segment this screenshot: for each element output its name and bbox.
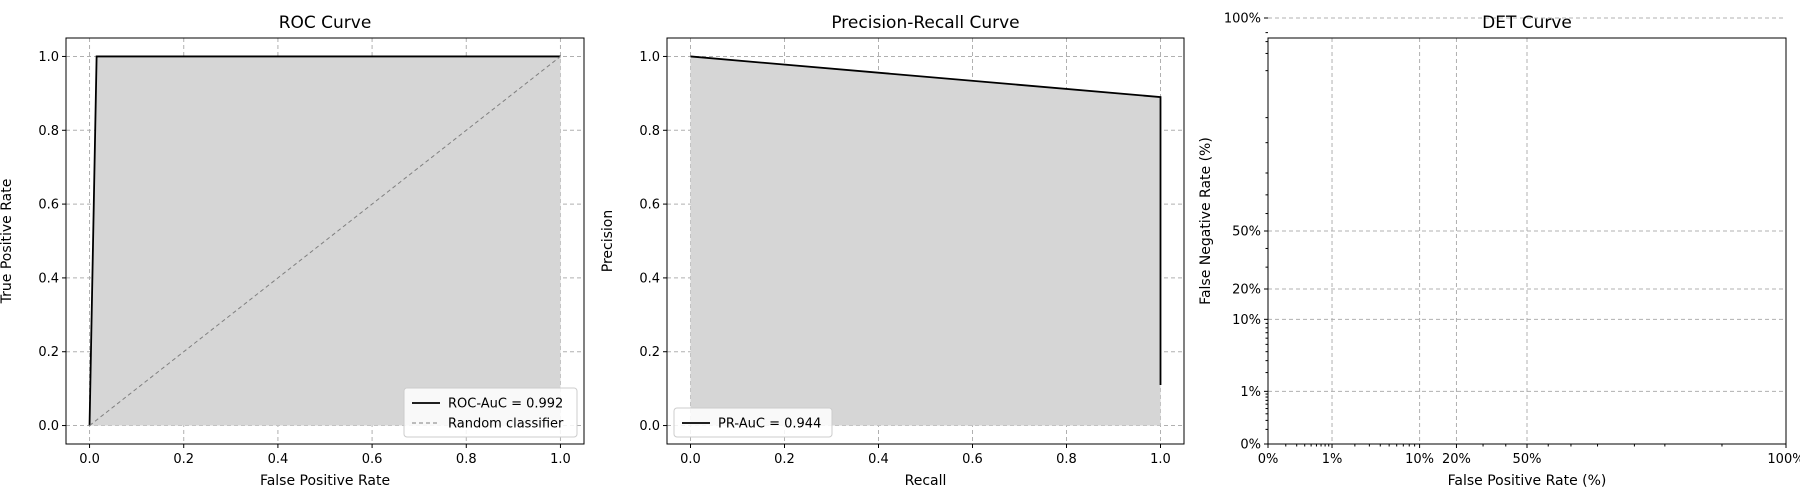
y-tick-label: 10% <box>1232 313 1261 328</box>
x-axis-label: Recall <box>905 473 947 489</box>
legend-label: PR-AuC = 0.944 <box>718 417 821 432</box>
y-tick-label: 0.8 <box>38 124 59 139</box>
x-tick-label: 0.2 <box>173 452 194 467</box>
x-tick-label: 10% <box>1405 452 1434 467</box>
x-tick-label: 0.8 <box>456 452 477 467</box>
x-axis-label: False Positive Rate <box>260 473 390 489</box>
curve-line <box>88 55 561 426</box>
chart-title: DET Curve <box>1482 13 1572 33</box>
y-tick-label: 0.0 <box>639 419 660 434</box>
chart-title: ROC Curve <box>279 13 372 33</box>
x-tick-label: 0.4 <box>268 452 289 467</box>
y-tick-label: 50% <box>1232 224 1261 239</box>
y-tick-label: 0% <box>1240 438 1261 453</box>
legend: ROC-AuC = 0.992 Random classifier <box>403 387 578 438</box>
plot-frame <box>65 37 585 445</box>
y-tick-label: 0.2 <box>639 345 660 360</box>
legend-box <box>403 387 578 438</box>
y-tick-label: 0.8 <box>639 124 660 139</box>
x-tick-label: 0.6 <box>362 452 383 467</box>
plot-frame <box>666 37 1185 445</box>
y-tick-label: 1.0 <box>38 50 59 65</box>
y-axis-label: True Positive Rate <box>0 179 15 305</box>
det-curve-panel: 0% 1% 10% 20% 50% 100% 0% 1% 10% 20% 50% 100% DET Cu… <box>1198 11 1800 489</box>
y-tick-label: 1.0 <box>639 50 660 65</box>
legend-box <box>673 407 833 438</box>
y-tick-label: 0.6 <box>38 198 59 213</box>
x-tick-label: 0.8 <box>1056 452 1077 467</box>
x-tick-label: 1.0 <box>1150 452 1171 467</box>
x-axis-label: False Positive Rate (%) <box>1448 473 1607 489</box>
y-axis-label: Precision <box>600 210 616 272</box>
y-tick-label: 0.4 <box>639 271 660 286</box>
x-tick-label: 1.0 <box>550 452 571 467</box>
y-tick-label: 100% <box>1224 11 1261 26</box>
x-tick-label: 50% <box>1513 452 1542 467</box>
y-tick-label: 0.6 <box>639 198 660 213</box>
x-tick-label: 100% <box>1767 452 1800 467</box>
x-tick-label: 0% <box>1258 452 1279 467</box>
legend: PR-AuC = 0.944 <box>673 407 833 438</box>
x-tick-label: 0.4 <box>868 452 889 467</box>
x-tick-label: 0.0 <box>680 452 701 467</box>
y-tick-label: 0.0 <box>38 419 59 434</box>
y-axis-label: False Negative Rate (%) <box>1198 137 1214 305</box>
x-tick-label: 1% <box>1322 452 1343 467</box>
x-tick-label: 0.0 <box>79 452 100 467</box>
legend-label: Random classifier <box>448 417 564 432</box>
precision-recall-curve-panel: 0.0 0.2 0.4 0.6 0.8 1.0 0.0 0.2 0.4 0.6 0.8 1.0 Prec… <box>600 13 1185 489</box>
y-tick-label: 1% <box>1240 385 1261 400</box>
x-tick-label: 0.6 <box>962 452 983 467</box>
chart-title: Precision-Recall Curve <box>831 13 1019 33</box>
curve-area-fill <box>89 56 561 426</box>
curve-area-fill <box>690 56 1161 426</box>
x-tick-label: 20% <box>1442 452 1471 467</box>
legend-label: ROC-AuC = 0.992 <box>448 397 563 412</box>
y-tick-label: 0.4 <box>38 271 59 286</box>
y-tick-label: 0.2 <box>38 345 59 360</box>
y-tick-label: 20% <box>1232 283 1261 298</box>
x-tick-label: 0.2 <box>774 452 795 467</box>
roc-curve-panel: 0.0 0.2 0.4 0.6 0.8 1.0 0.0 0.2 0.4 0.6 0.8 1.0 ROC … <box>0 13 585 489</box>
random-classifier-line <box>89 56 561 426</box>
curve-line <box>690 55 1162 385</box>
plot-frame <box>1267 37 1787 445</box>
